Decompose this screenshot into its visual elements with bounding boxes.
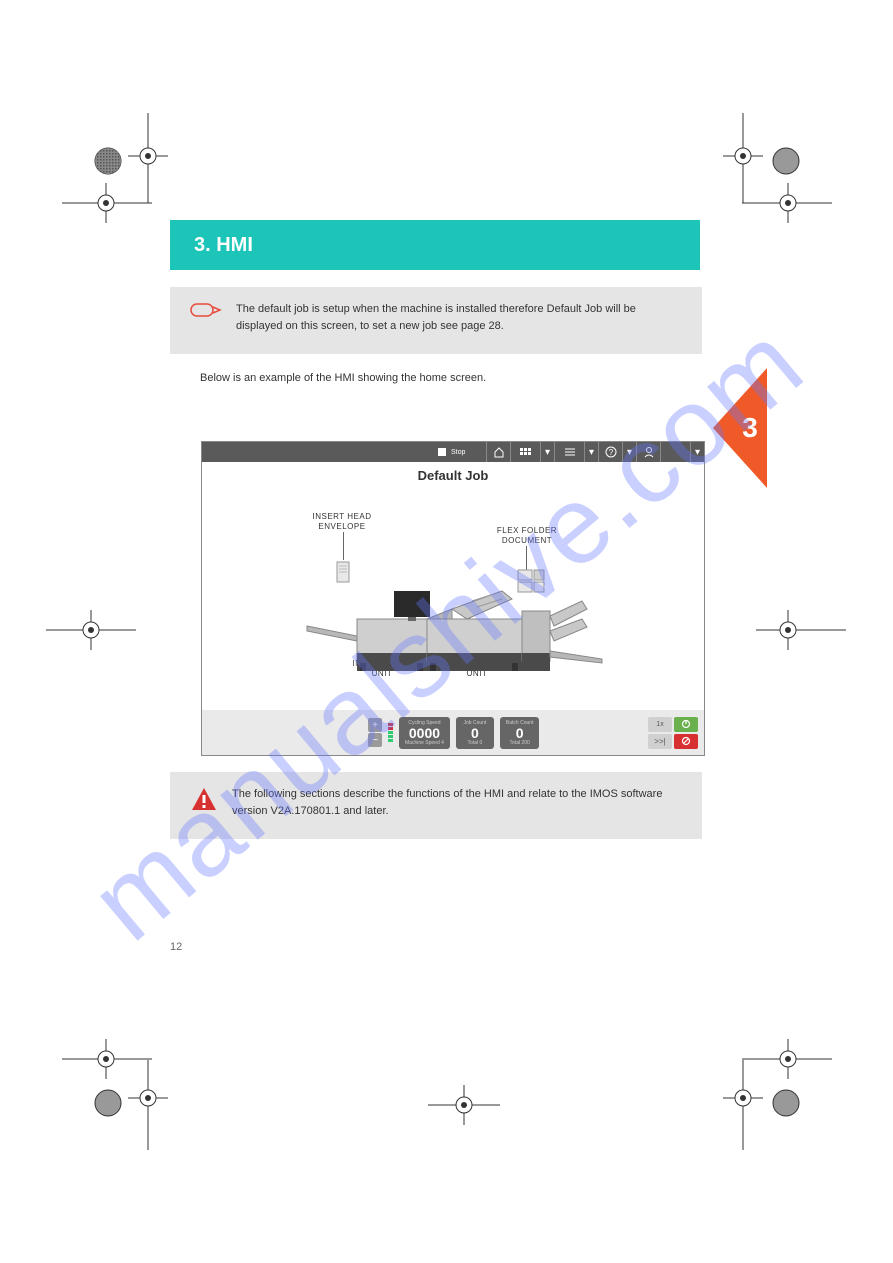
crop-mark — [428, 1085, 500, 1125]
page-number: 12 — [170, 941, 182, 953]
topbar-status: Stop — [437, 447, 465, 457]
speed-down-button[interactable]: − — [368, 733, 382, 747]
dropdown-icon[interactable]: ▾ — [584, 442, 598, 462]
chapter-number: 3 — [742, 412, 758, 444]
start-button[interactable] — [674, 717, 698, 732]
grid-icon[interactable] — [510, 442, 540, 462]
list-icon[interactable] — [554, 442, 584, 462]
dropdown-icon[interactable]: ▾ — [540, 442, 554, 462]
crop-mark — [46, 610, 136, 650]
crop-mark — [62, 183, 152, 223]
counter-value: 0 — [462, 726, 488, 740]
note-text: The default job is setup when the machin… — [236, 301, 682, 340]
counter-sub: Total 200 — [506, 740, 534, 746]
stop-button[interactable] — [674, 734, 698, 749]
crop-mark — [128, 1060, 168, 1150]
banner-title: 3. HMI — [194, 234, 253, 257]
svg-text:?: ? — [608, 448, 613, 457]
speed-up-button[interactable]: + — [368, 718, 382, 732]
dropdown-icon[interactable]: ▾ — [622, 442, 636, 462]
machine-illustration: <): angled hopper --> — [302, 581, 632, 681]
crop-mark — [766, 1083, 806, 1123]
cycling-speed-counter: Cycling Speed 0000 Machine Speed 4 — [399, 717, 450, 749]
warning-text: The following sections describe the func… — [232, 786, 682, 825]
crop-mark — [742, 183, 832, 223]
intro-text: Below is an example of the HMI showing t… — [200, 370, 680, 388]
counter-sub: Machine Speed 4 — [405, 740, 444, 746]
help-icon[interactable]: ? — [598, 442, 622, 462]
hmi-footer: + − Cycling Speed 0000 Machine Speed 4 J… — [202, 710, 704, 755]
crop-mark — [756, 610, 846, 650]
batch-count-counter: Batch Count 0 Total 200 — [500, 717, 540, 749]
dropdown-icon[interactable]: ▾ — [690, 442, 704, 462]
warning-box: The following sections describe the func… — [170, 772, 702, 839]
machine-diagram: INSERT HEADENVELOPE FLEX FOLDERDOCUMENT … — [202, 486, 704, 710]
skip-button[interactable]: >>| — [648, 734, 672, 749]
topbar-status-label: Stop — [451, 449, 465, 456]
crop-mark — [766, 141, 806, 181]
section-banner: 3. HMI — [170, 220, 700, 270]
blank-icon[interactable] — [660, 442, 690, 462]
home-icon[interactable] — [486, 442, 510, 462]
label-insert-head-envelope: INSERT HEADENVELOPE — [297, 512, 387, 531]
hmi-screenshot: Stop ▾ ▾ ? ▾ ▾ Default Job INSERT HEADEN… — [201, 441, 705, 756]
label-line — [343, 532, 344, 560]
counter-sub: Total 0 — [462, 740, 488, 746]
crop-mark — [723, 1060, 763, 1150]
counter-value: 0000 — [405, 726, 444, 740]
job-title: Default Job — [202, 468, 704, 483]
label-flex-folder-document: FLEX FOLDERDOCUMENT — [482, 526, 572, 545]
speed-indicator — [388, 723, 393, 742]
counter-value: 0 — [506, 726, 534, 740]
note-icon — [190, 303, 222, 340]
crop-mark — [88, 1083, 128, 1123]
note-box: The default job is setup when the machin… — [170, 287, 702, 354]
hmi-topbar: Stop ▾ ▾ ? ▾ ▾ — [202, 442, 704, 462]
warning-icon — [190, 786, 218, 825]
user-icon[interactable] — [636, 442, 660, 462]
run-1x-button[interactable]: 1x — [648, 717, 672, 732]
chapter-tab: 3 — [713, 368, 767, 488]
crop-mark — [88, 141, 128, 181]
job-count-counter: Job Count 0 Total 0 — [456, 717, 494, 749]
